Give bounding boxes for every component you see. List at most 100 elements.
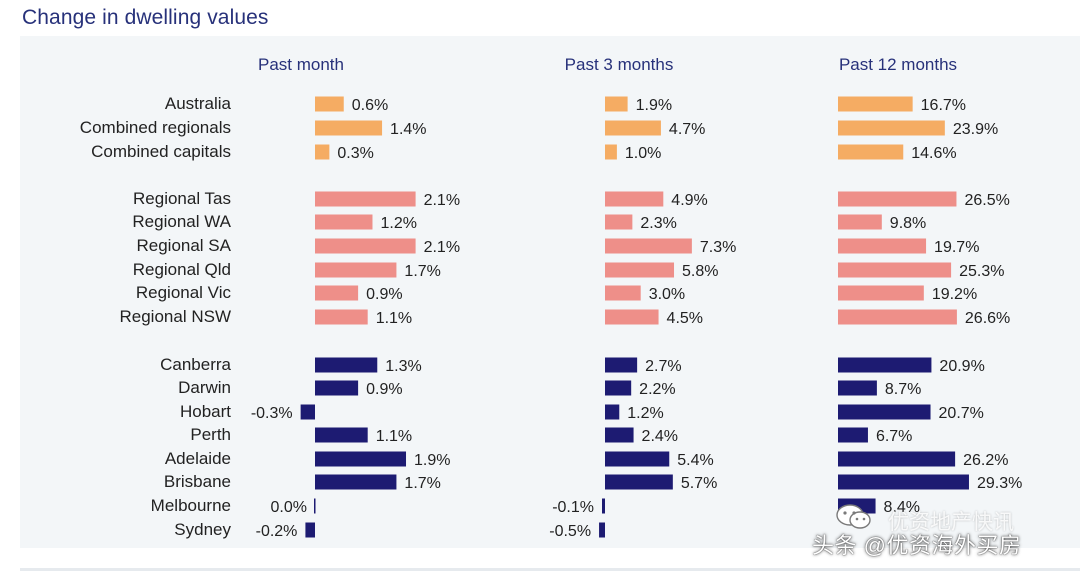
data-label: 1.2% <box>380 215 416 232</box>
bar <box>315 451 407 467</box>
bar <box>838 214 882 230</box>
data-label: -0.3% <box>251 405 293 422</box>
data-label: 1.9% <box>636 97 672 114</box>
bar <box>315 238 416 254</box>
category-label: Australia <box>165 94 232 113</box>
data-label: 2.2% <box>639 381 675 398</box>
category-label: Combined capitals <box>91 142 231 161</box>
category-label: Regional WA <box>132 212 231 231</box>
bar <box>605 191 664 207</box>
data-label: 2.1% <box>424 192 460 209</box>
bar <box>605 357 638 373</box>
data-label: 1.9% <box>414 452 450 469</box>
data-label: 2.1% <box>424 239 460 256</box>
bar <box>605 427 634 443</box>
data-label: 26.2% <box>963 452 1008 469</box>
data-label: 2.4% <box>642 428 678 445</box>
bar <box>838 191 957 207</box>
category-label: Perth <box>190 425 231 444</box>
category-label: Adelaide <box>165 449 231 468</box>
data-label: -0.5% <box>549 523 591 540</box>
category-label: Regional NSW <box>120 307 232 326</box>
data-label: 1.7% <box>404 475 440 492</box>
data-label: 3.0% <box>649 286 685 303</box>
data-label: 8.7% <box>885 381 921 398</box>
data-label: 19.7% <box>934 239 979 256</box>
data-label: 4.7% <box>669 121 705 138</box>
data-label: 2.7% <box>645 358 681 375</box>
data-label: 1.4% <box>390 121 426 138</box>
bar <box>602 498 605 514</box>
series-heading: Past month <box>258 55 344 74</box>
data-label: 19.2% <box>932 286 977 303</box>
bar <box>315 96 344 112</box>
bar <box>605 120 661 136</box>
bar <box>838 451 956 467</box>
bar <box>605 474 673 490</box>
bar <box>838 262 952 278</box>
data-label: 20.9% <box>939 358 984 375</box>
bar <box>838 144 904 160</box>
bar <box>838 285 924 301</box>
category-label: Canberra <box>160 355 231 374</box>
bar <box>314 498 316 514</box>
divider <box>20 568 1080 571</box>
data-label: 2.3% <box>640 215 676 232</box>
category-label: Regional Qld <box>133 260 231 279</box>
bar <box>315 144 330 160</box>
bar <box>838 96 913 112</box>
data-label: 6.7% <box>876 428 912 445</box>
bar <box>838 120 945 136</box>
data-label: 5.8% <box>682 263 718 280</box>
data-label: 1.1% <box>376 310 412 327</box>
data-label: 16.7% <box>921 97 966 114</box>
bar <box>300 404 315 420</box>
data-label: 0.9% <box>366 381 402 398</box>
data-label: 29.3% <box>977 475 1022 492</box>
data-label: 7.3% <box>700 239 736 256</box>
category-label: Sydney <box>174 520 231 539</box>
bar <box>315 262 397 278</box>
data-label: 9.8% <box>890 215 926 232</box>
data-label: -0.2% <box>256 523 298 540</box>
data-label: 26.5% <box>964 192 1009 209</box>
bar <box>315 474 397 490</box>
data-label: 14.6% <box>911 145 956 162</box>
series-heading: Past 3 months <box>565 55 674 74</box>
bar <box>838 357 932 373</box>
wechat-icon <box>836 504 871 529</box>
bar <box>605 451 670 467</box>
faint-watermark-text: 优资地产快讯 <box>888 511 1014 534</box>
data-label: 1.3% <box>385 358 421 375</box>
data-label: 4.9% <box>671 192 707 209</box>
bar <box>838 380 877 396</box>
bar <box>315 309 368 325</box>
bar <box>305 522 315 538</box>
bar <box>838 309 957 325</box>
chart-title: Change in dwelling values <box>22 6 269 29</box>
bar <box>605 214 633 230</box>
data-label: -0.1% <box>552 499 594 516</box>
bar <box>605 380 632 396</box>
data-label: 0.6% <box>352 97 388 114</box>
bar <box>838 238 927 254</box>
category-label: Regional Tas <box>133 189 231 208</box>
data-label: 8.4% <box>884 499 920 516</box>
data-label: 26.6% <box>965 310 1010 327</box>
bar <box>315 191 416 207</box>
bar <box>605 144 617 160</box>
bar <box>838 404 931 420</box>
bar <box>605 238 692 254</box>
bar <box>599 522 605 538</box>
series-heading: Past 12 months <box>839 55 957 74</box>
bar <box>605 96 628 112</box>
data-label: 25.3% <box>959 263 1004 280</box>
bar <box>315 285 359 301</box>
bar <box>315 214 373 230</box>
bar <box>315 427 368 443</box>
data-label: 0.3% <box>337 145 373 162</box>
bar <box>315 120 383 136</box>
watermark-text: 头条 @优资海外买房 <box>812 533 1022 558</box>
data-label: 5.4% <box>677 452 713 469</box>
